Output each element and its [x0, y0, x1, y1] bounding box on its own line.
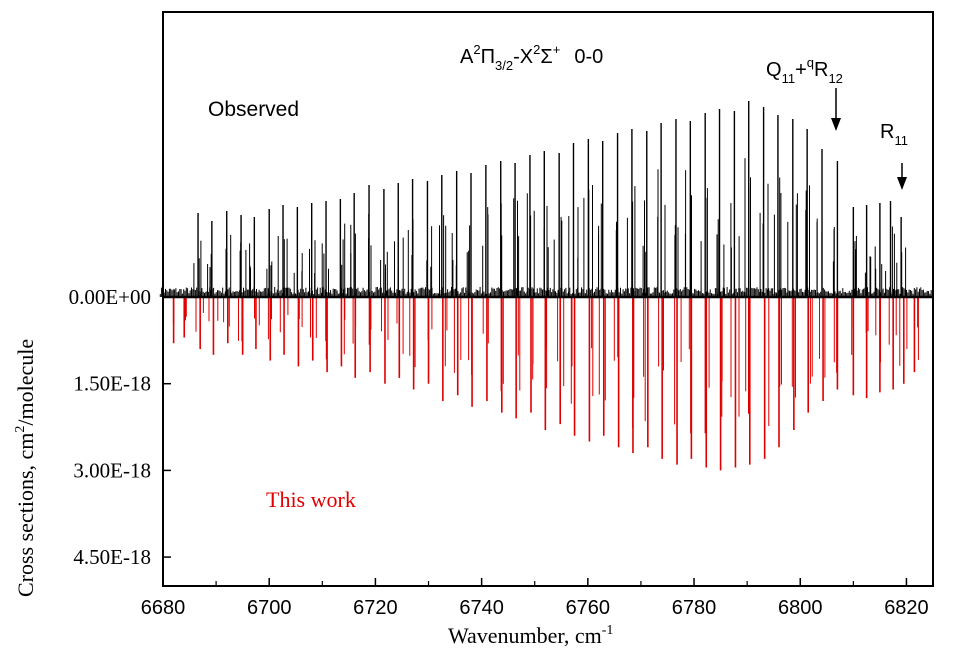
observed-spectrum [159, 101, 932, 297]
branch-label-r11: R11 [880, 121, 908, 148]
y-tick-label: 3.00E-18 [73, 458, 151, 482]
branch-arrow-r11 [897, 163, 907, 190]
observed-label: Observed [208, 98, 299, 121]
y-axis-label: Cross sections, cm2/molecule [13, 339, 38, 597]
x-tick-label: 6800 [778, 597, 823, 619]
branch-label-q11-r12: Q11+qR12 [766, 55, 843, 86]
x-tick-label: 6760 [566, 597, 611, 619]
calculated-spectrum [172, 297, 919, 471]
x-axis-label: Wavenumber, cm-1 [448, 623, 613, 648]
x-tick-label: 6740 [459, 597, 504, 619]
x-tick-label: 6700 [247, 597, 292, 619]
plot-frame [162, 11, 934, 587]
y-axis: 0.00E+00 1.50E-18 3.00E-18 4.50E-18 [69, 285, 171, 569]
branch-arrow-q11-r12 [831, 88, 841, 131]
x-tick-label: 6780 [672, 597, 717, 619]
observed-noise [159, 287, 932, 297]
this-work-label: This work [266, 487, 356, 512]
y-tick-label: 4.50E-18 [73, 545, 151, 569]
x-axis: 6680 6700 6720 6740 6760 6780 6800 6820 [141, 578, 929, 619]
chart-title: A2Π3/2-X2Σ+ 0-0 [460, 42, 603, 73]
y-tick-label: 0.00E+00 [69, 285, 151, 309]
x-tick-label: 6680 [141, 597, 186, 619]
x-tick-label: 6720 [353, 597, 398, 619]
y-tick-label: 1.50E-18 [73, 372, 151, 396]
x-tick-label: 6820 [884, 597, 929, 619]
